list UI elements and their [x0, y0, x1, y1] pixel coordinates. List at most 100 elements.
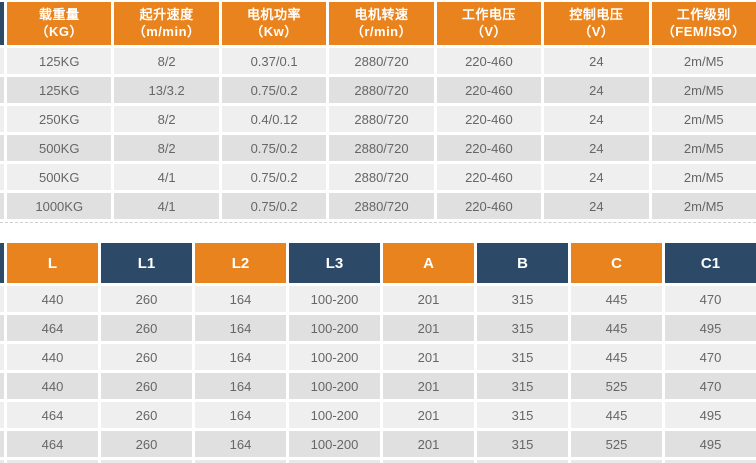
spec-cell: 125KG: [7, 77, 112, 103]
spec-cell: 2m/M5: [651, 106, 756, 132]
left-edge-sliver: [0, 2, 4, 45]
dim-cell: 495: [665, 315, 756, 341]
spec-header-title: 载重量: [38, 6, 80, 22]
dim-header-cell: L: [7, 243, 98, 283]
dim-row: 464 260 164 100-200 201 315 445 495: [0, 402, 756, 428]
dim-cell: 464: [7, 431, 98, 457]
left-edge-sliver: [0, 315, 4, 341]
spec-header-title: 电机功率: [247, 6, 302, 22]
dim-cell: 260: [101, 402, 192, 428]
dim-cell: 260: [101, 344, 192, 370]
left-edge-sliver: [0, 164, 4, 190]
spec-cell: 2880/720: [329, 135, 434, 161]
spec-cell: 0.75/0.2: [221, 135, 327, 161]
dim-cell: 315: [477, 315, 568, 341]
dim-cell: 164: [195, 402, 286, 428]
dim-cell: 315: [477, 344, 568, 370]
spec-cell: 0.75/0.2: [221, 193, 327, 219]
cutoff-cell: [101, 460, 192, 463]
dim-cell: 440: [7, 286, 98, 312]
spec-header-title: 电机转速: [354, 6, 409, 22]
dim-row: 440 260 164 100-200 201 315 525 470: [0, 373, 756, 399]
cutoff-cell: [477, 460, 568, 463]
dim-cell: 315: [477, 431, 568, 457]
spec-header-cell: 工作电压 （V）: [436, 2, 542, 45]
dim-cell: 100-200: [289, 315, 380, 341]
spec-cell: 2880/720: [329, 193, 434, 219]
spec-cell: 8/2: [114, 106, 219, 132]
dim-cell: 315: [477, 402, 568, 428]
dim-header-cell: L1: [101, 243, 192, 283]
dim-header-cell: A: [383, 243, 474, 283]
dim-cell: 201: [383, 315, 474, 341]
left-edge-sliver: [0, 106, 4, 132]
spec-header-cell: 起升速度 （m/min）: [114, 2, 219, 45]
spec-cell: 0.75/0.2: [221, 164, 327, 190]
dim-cell: 440: [7, 373, 98, 399]
spec-header-cell: 工作级别 （FEM/ISO）: [651, 2, 756, 45]
spec-cell: 220-460: [436, 48, 542, 74]
dim-header-cell: B: [477, 243, 568, 283]
dim-cell: 315: [477, 373, 568, 399]
spec-cell: 220-460: [436, 77, 542, 103]
cutoff-cell: [195, 460, 286, 463]
dim-header-cell: C1: [665, 243, 756, 283]
dim-header-cell: L3: [289, 243, 380, 283]
dim-cell: 164: [195, 373, 286, 399]
dim-cell: 260: [101, 315, 192, 341]
spec-header-unit: （V）: [470, 23, 507, 39]
dim-cell: 164: [195, 344, 286, 370]
dim-cell: 440: [7, 344, 98, 370]
dim-header-cell: C: [571, 243, 662, 283]
spec-header-cell: 电机转速 （r/min）: [329, 2, 434, 45]
dim-row: 464 260 164 100-200 201 315 525 495: [0, 431, 756, 457]
dim-row: 440 260 164 100-200 201 315 445 470: [0, 286, 756, 312]
spec-cell: 220-460: [436, 135, 542, 161]
spec-cell: 24: [544, 193, 649, 219]
cutoff-cell: [383, 460, 474, 463]
spec-cell: 125KG: [7, 48, 112, 74]
dim-row: 464 260 164 100-200 201 315 445 495: [0, 315, 756, 341]
cutoff-cell: [571, 460, 662, 463]
spec-cell: 2m/M5: [651, 164, 756, 190]
spec-cell: 0.37/0.1: [221, 48, 327, 74]
spec-header-cell: 控制电压 （V）: [544, 2, 649, 45]
spec-cell: 2m/M5: [651, 48, 756, 74]
spec-header-cell: 电机功率 （Kw）: [221, 2, 327, 45]
dim-header-row: L L1 L2 L3 A B C C1: [0, 243, 756, 283]
spec-row: 500KG 8/2 0.75/0.2 2880/720 220-460 24 2…: [0, 135, 756, 161]
spec-cell: 2m/M5: [651, 193, 756, 219]
spec-cell: 0.4/0.12: [221, 106, 327, 132]
dim-cell: 201: [383, 286, 474, 312]
spec-row: 500KG 4/1 0.75/0.2 2880/720 220-460 24 2…: [0, 164, 756, 190]
spec-cell: 24: [544, 48, 649, 74]
spec-cell: 24: [544, 135, 649, 161]
spec-header-unit: （V）: [578, 23, 615, 39]
spec-cell: 8/2: [114, 135, 219, 161]
spec-cell: 1000KG: [7, 193, 112, 219]
dim-cell: 100-200: [289, 373, 380, 399]
left-edge-sliver: [0, 460, 4, 463]
spec-cell: 220-460: [436, 164, 542, 190]
table-gap: [0, 223, 756, 243]
cutoff-cell: [289, 460, 380, 463]
spec-cell: 8/2: [114, 48, 219, 74]
dim-cell: 100-200: [289, 431, 380, 457]
spec-cell: 13/3.2: [114, 77, 219, 103]
dim-cell: 315: [477, 286, 568, 312]
dim-cell: 201: [383, 431, 474, 457]
dim-cell: 525: [571, 373, 662, 399]
spec-header-unit: （Kw）: [250, 23, 298, 39]
spec-cell: 220-460: [436, 106, 542, 132]
dim-cell: 164: [195, 315, 286, 341]
dim-cell: 164: [195, 286, 286, 312]
spec-row: 125KG 8/2 0.37/0.1 2880/720 220-460 24 2…: [0, 48, 756, 74]
dim-cell: 201: [383, 344, 474, 370]
spec-row: 125KG 13/3.2 0.75/0.2 2880/720 220-460 2…: [0, 77, 756, 103]
spec-cell: 250KG: [7, 106, 112, 132]
spec-header-title: 工作级别: [676, 6, 731, 22]
spec-cell: 24: [544, 106, 649, 132]
dim-cell: 445: [571, 286, 662, 312]
dim-header-cell: L2: [195, 243, 286, 283]
